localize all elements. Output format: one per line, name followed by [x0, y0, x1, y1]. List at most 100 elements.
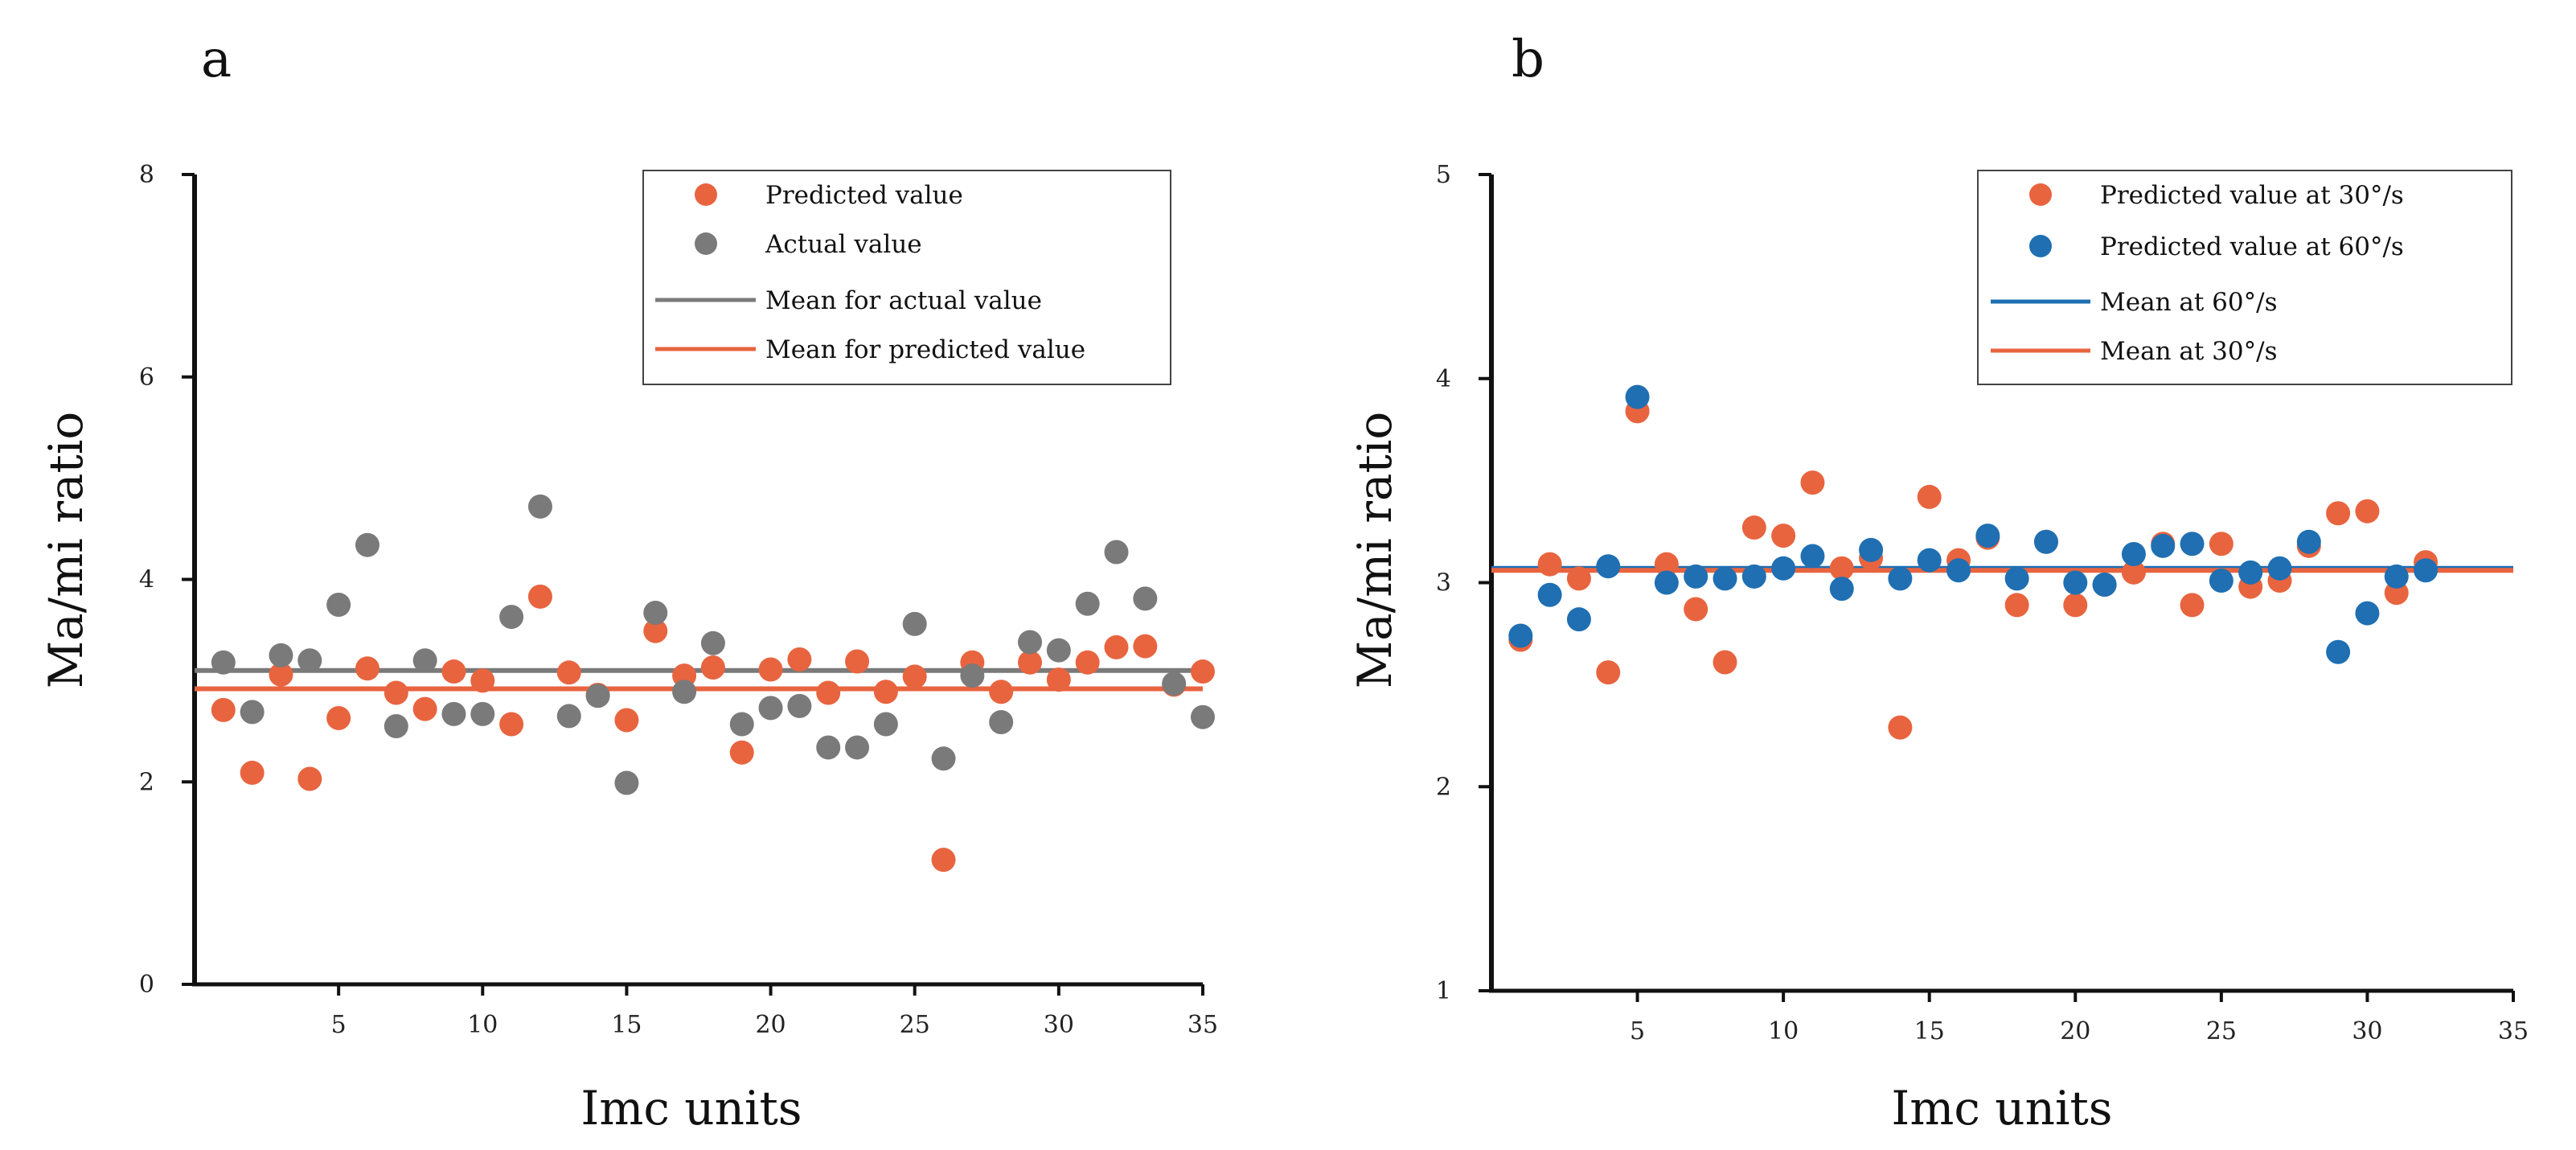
- panel-a-point-series2: [499, 605, 524, 630]
- panel-b-point-series2: [1975, 524, 2000, 548]
- panel-a-x-axis-title: Imc units: [580, 1081, 802, 1136]
- panel-a-point-series1: [1075, 650, 1100, 675]
- panel-b-point-series2: [1917, 548, 1942, 573]
- panel-a-point-series1: [412, 696, 437, 721]
- panel-a-point-series2: [758, 696, 783, 721]
- panel-a-point-series1: [470, 668, 495, 693]
- panel-b-point-series2: [2384, 564, 2409, 589]
- panel-b-point-series1: [1800, 470, 1825, 495]
- panel-a-y-tick-label: 6: [139, 363, 154, 392]
- panel-a-point-series2: [269, 643, 293, 667]
- panel-a-point-series1: [700, 655, 725, 680]
- panel-a-x-tick-label: 35: [1188, 1011, 1218, 1039]
- panel-a-point-series1: [499, 712, 524, 737]
- panel-b-point-series2: [1771, 556, 1796, 581]
- panel-b-legend: Predicted value at 30°/s Predicted value…: [1977, 170, 2512, 385]
- panel-b-point-series1: [1771, 524, 1796, 548]
- panel-a-legend: Predicted value Actual value Mean for ac…: [642, 170, 1171, 385]
- panel-b-y-tick-label: 2: [1436, 773, 1451, 801]
- panel-b-point-series2: [1800, 544, 1825, 569]
- panel-b-y-axis-title: Ma/mi ratio: [1347, 412, 1402, 689]
- panel-b-point-series2: [2063, 570, 2088, 595]
- panel-a-point-series1: [240, 760, 265, 785]
- panel-a-point-series1: [1018, 650, 1043, 675]
- panel-b-x-tick-label: 5: [1630, 1017, 1645, 1045]
- panel-a-point-series1: [845, 649, 870, 674]
- panel-b-point-series1: [2063, 593, 2088, 618]
- panel-a-y-axis-title: Ma/mi ratio: [39, 412, 93, 689]
- panel-a-point-series2: [240, 700, 265, 725]
- panel-a-point-series2: [527, 494, 552, 519]
- panel-a-point-series1: [527, 584, 552, 609]
- panel-a-point-series1: [643, 618, 668, 643]
- panel-b-point-series2: [2355, 601, 2380, 626]
- legend-label-predicted-60: Predicted value at 60°/s: [2100, 232, 2404, 261]
- panel-b-point-series1: [1684, 597, 1708, 622]
- panel-b-point-series2: [2092, 573, 2117, 598]
- panel-b-point-series2: [2238, 560, 2263, 585]
- panel-a-point-series1: [873, 680, 898, 704]
- panel-b-point-series2: [2180, 532, 2205, 557]
- legend-label-mean-actual: Mean for actual value: [765, 286, 1042, 315]
- panel-a-point-series1: [1191, 659, 1215, 684]
- panel-a-point-series2: [1191, 704, 1215, 729]
- panel-b-mean-lines: [1491, 565, 2513, 573]
- panel-a-point-series1: [816, 680, 841, 705]
- panel-a-point-series1: [902, 664, 927, 689]
- panel-b-point-series1: [1654, 552, 1679, 577]
- panel-b-points: [1508, 384, 2439, 740]
- panel-a-x-tick-label: 15: [611, 1011, 642, 1039]
- panel-b-point-series1: [1596, 660, 1621, 685]
- panel-a-point-series2: [643, 601, 668, 626]
- panel-a-point-series2: [989, 709, 1014, 734]
- panel-a-x-tick-label: 10: [467, 1011, 498, 1039]
- legend-marker-predicted-60: [2029, 235, 2052, 257]
- panel-a-point-series1: [989, 680, 1014, 704]
- panel-a-point-series1: [326, 705, 351, 730]
- panel-a-y-tick-label: 4: [139, 566, 154, 594]
- legend-marker-actual-value: [695, 232, 717, 255]
- panel-b-point-series2: [1508, 623, 1533, 648]
- panel-b-point-series2: [2151, 533, 2176, 558]
- panel-b-point-series1: [2180, 593, 2205, 618]
- panel-a-point-series2: [211, 650, 236, 675]
- panel-a-point-series2: [902, 611, 927, 636]
- panel-a-point-series2: [816, 735, 841, 760]
- panel-a-point-series1: [355, 656, 379, 681]
- panel-b-point-series2: [1684, 564, 1708, 589]
- panel-a-point-series1: [614, 708, 639, 733]
- panel-b-x-tick-label: 25: [2206, 1017, 2237, 1045]
- legend-label-predicted-value: Predicted value: [765, 181, 963, 210]
- panel-a-point-series1: [787, 647, 812, 672]
- panel-b-point-series1: [2121, 560, 2146, 585]
- panel-a-x-tick-label: 25: [900, 1011, 930, 1039]
- panel-a-label: a: [201, 30, 232, 89]
- panel-b-point-series1: [1917, 484, 1942, 509]
- panel-a-point-series2: [384, 714, 408, 739]
- panel-b-point-series2: [1566, 607, 1591, 632]
- panel-a-x-tick-label: 30: [1044, 1011, 1074, 1039]
- panel-b-point-series2: [2033, 529, 2058, 554]
- panel-b-point-series1: [1829, 556, 1854, 581]
- panel-b-point-series1: [1741, 515, 1766, 540]
- panel-a-point-series2: [845, 735, 870, 760]
- panel-b-point-series1: [1713, 650, 1737, 675]
- panel-a-point-series1: [211, 697, 236, 722]
- panel-a-point-series2: [700, 630, 725, 655]
- panel-a-point-series2: [614, 770, 639, 795]
- panel-b-point-series2: [1829, 577, 1854, 602]
- panel-a-y-tick-label: 8: [139, 161, 154, 189]
- panel-a-point-series1: [297, 766, 322, 791]
- panel-b-chart: b Ma/mi ratio Imc units 1 2 3 4 5 5 10 15 20 25 30…: [1347, 30, 2529, 1136]
- panel-b-x-tick-label: 30: [2352, 1017, 2382, 1045]
- panel-b-point-series2: [1537, 582, 1562, 607]
- panel-b-point-series2: [2209, 568, 2233, 593]
- panel-a-point-series2: [672, 680, 697, 704]
- panel-a-point-series1: [1046, 667, 1071, 692]
- panel-a-y-tick-label: 2: [139, 768, 154, 796]
- panel-a-point-series2: [441, 701, 466, 726]
- panel-a-point-series2: [729, 712, 754, 737]
- panel-a-point-series1: [384, 680, 408, 705]
- panel-b-point-series2: [1946, 558, 1971, 583]
- panel-b-point-series2: [2296, 529, 2321, 554]
